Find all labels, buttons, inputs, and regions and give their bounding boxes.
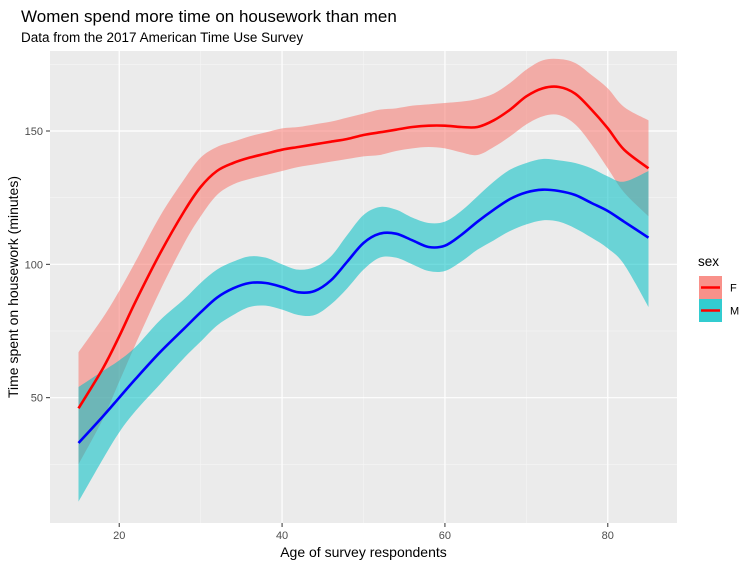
y-axis-ticks: 50 100 150 (25, 126, 50, 405)
x-tick-label-0: 20 (113, 530, 125, 542)
y-tick-label-1: 100 (25, 259, 43, 271)
chart-subtitle: Data from the 2017 American Time Use Sur… (21, 30, 303, 45)
y-tick-label-2: 150 (25, 126, 43, 138)
y-tick-label-0: 50 (31, 393, 43, 405)
x-axis-label: Age of survey respondents (280, 544, 447, 560)
legend-label-m: M (730, 306, 739, 318)
legend-entry-f: F (699, 276, 737, 299)
confidence-band-m (78, 158, 649, 502)
legend-title: sex (698, 254, 719, 269)
x-axis-ticks: 20 40 60 80 (113, 523, 614, 542)
confidence-band-f (78, 58, 649, 465)
series-line-f (77, 85, 650, 410)
legend-entry-m: M (699, 299, 739, 322)
x-tick-label-1: 40 (276, 530, 288, 542)
series-line-m (77, 188, 650, 444)
x-tick-label-2: 60 (439, 530, 451, 542)
x-tick-label-3: 80 (602, 530, 614, 542)
series-lines (77, 85, 650, 444)
confidence-bands (78, 58, 649, 502)
y-axis-label: Time spent on housework (minutes) (5, 176, 21, 398)
legend: sex F M (698, 254, 739, 322)
chart-title: Women spend more time on housework than … (21, 7, 397, 26)
legend-label-f: F (730, 283, 737, 295)
